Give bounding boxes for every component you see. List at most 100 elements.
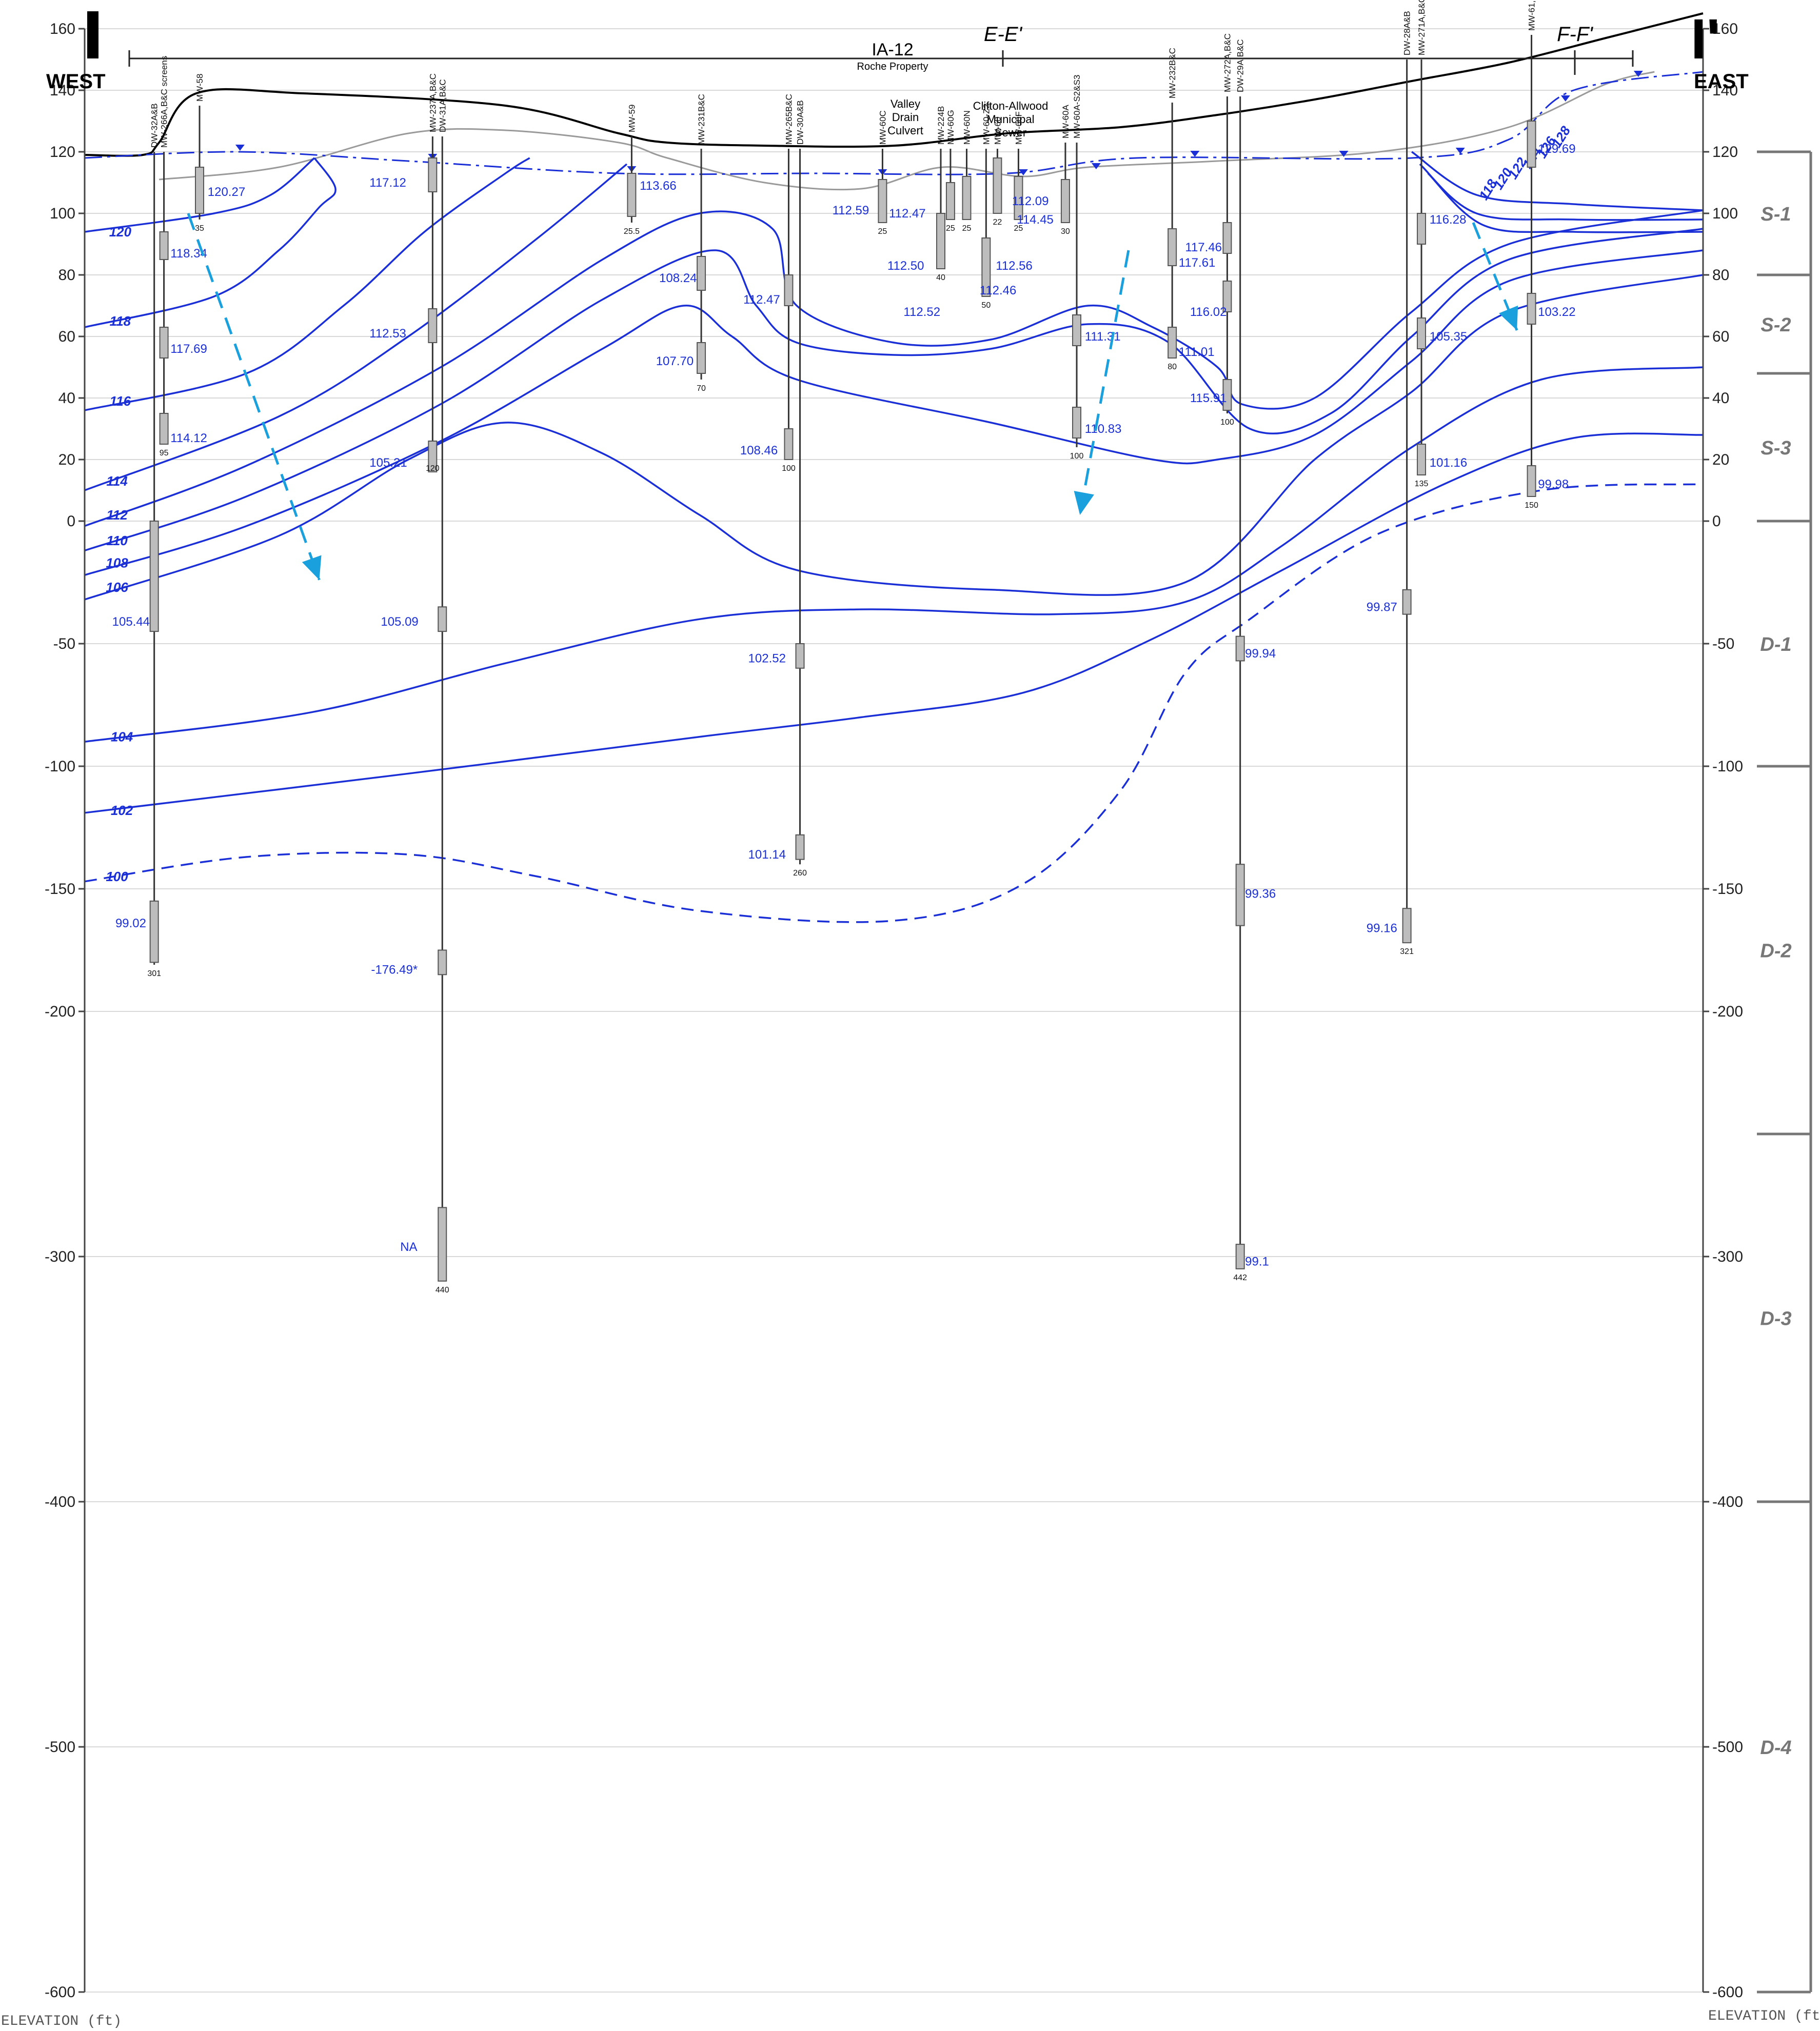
head-value: 110.83 [1085,422,1122,436]
well-screen [878,179,887,223]
well-name: MW-60A [1061,105,1071,138]
head-value: 101.14 [748,848,786,862]
tick-label-left: 140 [50,82,75,99]
tick-label-right: 20 [1712,451,1729,468]
section-marker-left [87,11,98,58]
well-name: DW-29A,B&C [1236,39,1245,92]
head-value: 114.12 [170,431,207,445]
feature-1-line-3: Culvert [887,124,923,137]
well-depth: 70 [697,384,706,393]
water-level-marker [1018,169,1028,175]
well-screen [1527,293,1536,325]
unit-label: D-1 [1760,634,1791,655]
tick-label-right: -400 [1712,1494,1743,1510]
well-depth: 80 [1168,363,1177,371]
feature-1-line-2: Drain [892,111,919,124]
contour-label: 104 [111,729,133,745]
ground-surface-line [84,12,1704,157]
well-screen [195,167,205,214]
head-value: 105.21 [369,456,407,470]
tick-label-right: -600 [1712,1984,1743,2001]
well-screen [1527,121,1536,168]
water-table-line [84,71,1704,175]
well-name: MW-232B&C [1168,48,1177,98]
contour-106 [84,274,1704,601]
flow-arrow-head [1499,305,1518,330]
well-screen [795,834,805,860]
head-value: 108.46 [740,444,778,457]
head-value: 111.31 [1085,330,1121,344]
well-screen [438,606,447,632]
hydro-units: S-1 S-2 S-3 D-1 D-2 D-3 D-4 [1757,150,1812,1994]
head-value: 111.01 [1179,345,1215,359]
water-table [84,71,1704,175]
well-screen [981,237,991,297]
well-depth: 50 [981,301,991,310]
unit-label: D-3 [1760,1308,1791,1330]
flow-arrow-shaft [187,213,321,581]
cross-ref-ee: E-E' [984,23,1023,46]
well-name: MW-237A,B&C [428,73,438,132]
well-screen [993,157,1002,214]
well-name: MW-60A-S2&S3 [1072,75,1082,138]
tick-label-right: 140 [1712,82,1738,99]
well-depth: 135 [1415,480,1429,488]
water-level-marker [235,145,245,151]
head-value: 99.36 [1245,887,1276,901]
tick-label-left: -100 [45,758,75,775]
tick-label-right: 0 [1712,513,1721,530]
water-level-marker [1091,163,1101,169]
well-screen [784,428,794,460]
contour-label: 116 [110,393,131,409]
well-screen [1417,444,1427,475]
tick-label-right: -100 [1712,758,1743,775]
head-value: 112.47 [743,293,780,307]
head-value: 99.02 [115,917,146,930]
tick-label-right: -200 [1712,1003,1743,1020]
head-value: 112.59 [833,204,869,217]
contour-116 [84,157,530,411]
head-value: 112.47 [889,207,926,221]
tick-label-left: 160 [50,21,75,37]
feature-1-line-1: Valley [891,97,920,110]
flow-arrow-shaft [1078,250,1130,515]
unit-label: D-4 [1760,1737,1791,1759]
head-value: 99.98 [1538,477,1569,491]
section-marker-right: I' [1691,8,1720,71]
well-name: MW-265B&C [784,94,794,145]
contour-label: 110 [106,533,128,548]
well-name: MW-272A,B&C [1222,33,1232,92]
tick-label-left: -150 [45,881,75,898]
tick-label-left: 80 [58,267,75,284]
well-screen [627,173,637,217]
west-label: WEST [46,70,106,93]
well-depth: 25 [962,224,972,233]
well-screen [1060,179,1070,223]
property-name: Roche Property [857,61,928,72]
water-level-marker [1633,71,1643,77]
head-value: 116.28 [1430,213,1467,227]
feature-2-line-3: Sewer [995,126,1026,139]
head-value: 112.50 [887,259,924,273]
well-screen [1222,281,1232,312]
well-screen [428,157,438,192]
well-name: DW-28A&B [1402,11,1412,55]
head-value: 112.52 [903,305,940,319]
valley-drain-label: Valley Drain Culvert [887,97,923,137]
well-name: DW-32A&B [150,103,160,148]
well-depth: 25 [1014,224,1023,233]
well-screen [428,441,438,472]
tick-label-right: 60 [1712,328,1729,345]
well-screen [1072,314,1082,346]
head-value: 102.52 [748,652,786,666]
well-depth: 25 [878,227,887,236]
tick-label-right: -150 [1712,881,1743,898]
head-value: 112.09 [1012,194,1049,208]
well-screen [945,182,955,220]
flow-arrows [187,213,1518,581]
well-depth: 321 [1400,947,1414,956]
unit-label: S-1 [1760,204,1791,225]
flow-arrow-head [1074,491,1094,515]
well-depth: 100 [1070,452,1084,461]
